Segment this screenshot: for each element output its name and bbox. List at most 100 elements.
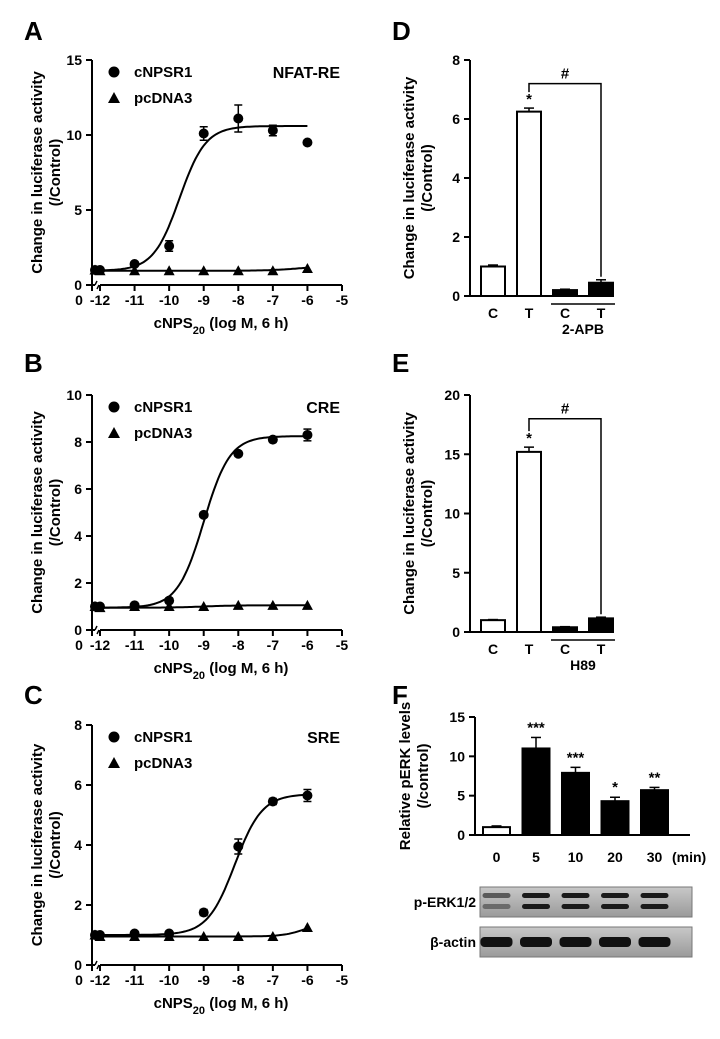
panel-c-y-tick-label: 8 (74, 717, 82, 733)
panel-a-point-pcdna3 (198, 265, 210, 276)
panel-d-y-tick-label: 2 (452, 229, 460, 245)
panel-f-blot-band (640, 893, 669, 898)
panel-b-x-tick-label: 0 (75, 637, 83, 653)
panel-c-point-pcdna3 (198, 931, 210, 941)
panel-c-x-axis-title: cNPS20 (log M, 6 h) (154, 995, 289, 1017)
panel-e-y-axis-title-line1: Change in luciferase activity (401, 412, 418, 615)
panel-c-point-cnpsr1 (233, 841, 244, 852)
panel-letter-a: A (24, 16, 43, 46)
panel-a-x-tick-label: -10 (159, 292, 179, 308)
panel-a-point-cnpsr1 (267, 125, 278, 136)
panel-f-blot-band (561, 904, 590, 909)
panel-a-fit-curve-cnpsr1 (100, 125, 308, 272)
panel-d-category-label: C (560, 305, 570, 321)
panel-e-comparison-bracket (528, 417, 602, 615)
panel-c-point-cnpsr1 (198, 907, 209, 918)
panel-f-y-axis-title-line2: (/control) (415, 744, 432, 809)
panel-b-point-cnpsr1 (233, 448, 244, 459)
panel-d-category-label: C (488, 305, 498, 321)
panel-b-y-tick-label: 2 (74, 575, 82, 591)
panel-c-point-pcdna3 (129, 931, 141, 941)
panel-f-blot-band (480, 937, 513, 947)
panel-e-bar (552, 626, 578, 634)
panel-b-point-pcdna3 (163, 601, 175, 611)
panel-d-group-label: 2-APB (562, 321, 604, 337)
panel-a-legend-label-pcdna3: pcDNA3 (134, 90, 192, 107)
panel-f-blot-band (522, 893, 550, 898)
panel-f-y-tick-label: 5 (457, 788, 465, 804)
panel-f-bar (482, 826, 511, 837)
panel-f-blot-band (520, 937, 552, 947)
panel-d-bar (480, 265, 506, 297)
panel-c-point-pcdna3 (301, 922, 313, 932)
panel-e-category-label: C (488, 641, 498, 657)
panel-a-legend-label-cnpsr1: cNPSR1 (134, 64, 192, 81)
panel-f-bar (561, 771, 590, 836)
panel-e-comparison-mark: # (561, 401, 570, 418)
panel-b-legend-marker-cnpsr1 (108, 401, 120, 413)
panel-a-x-tick-label: -7 (267, 292, 280, 308)
panel-e-group-label: H89 (570, 657, 596, 673)
panel-b-point-pcdna3 (129, 601, 141, 611)
panel-b-y-tick-label: 6 (74, 481, 82, 497)
panel-e-y-axis-title-line2: (/Control) (419, 480, 436, 547)
panel-f-bar (600, 800, 630, 837)
panel-c-legend-marker-pcdna3 (108, 757, 120, 768)
panel-e-y-tick-label: 15 (444, 446, 460, 462)
panel-d-y-tick-label: 8 (452, 52, 460, 68)
panel-a-point-pcdna3 (301, 263, 313, 273)
panel-c-axis-break-mark (94, 960, 98, 966)
panel-b-point-cnpsr1 (302, 429, 313, 440)
panel-a-x-tick-label: -8 (232, 292, 245, 308)
panel-b-x-tick-label: -11 (125, 637, 145, 653)
panel-f-blot-band (638, 937, 671, 947)
panel-f-category-label: 0 (493, 849, 501, 865)
panel-f-blot-band (559, 937, 592, 947)
panel-f-blot-strip (479, 886, 693, 918)
panel-e-y-tick-label: 20 (444, 387, 460, 403)
panel-a-point-cnpsr1 (302, 137, 313, 148)
panel-c-reporter-label: SRE (307, 730, 340, 747)
panel-a-point-cnpsr1 (233, 113, 244, 124)
panel-d-y-axis-title-line2: (/Control) (419, 144, 436, 211)
panel-a-x-axis-title: cNPS20 (log M, 6 h) (154, 315, 289, 337)
panel-a-dose-response-chart: 0 5 10 15 0 -12 -11 -10 -9 -8 -7 -6 -5 cNPS20 (log M,… (29, 52, 348, 337)
panel-c-point-pcdna3 (267, 931, 279, 941)
panel-a-reporter-label: NFAT-RE (273, 65, 341, 82)
panel-f-significance-mark: *** (567, 749, 585, 766)
panel-f-significance-mark: ** (649, 769, 661, 786)
panel-f-y-tick-label: 10 (449, 748, 465, 764)
panel-c-point-pcdna3 (163, 931, 175, 941)
panel-e-y-tick-label: 0 (452, 624, 460, 640)
panel-a-legend-marker-pcdna3 (108, 92, 120, 103)
panel-c-y-axis-title-line1: Change in luciferase activity (29, 743, 46, 946)
panel-letter-e: E (392, 348, 409, 378)
panel-a-x-tick-label: -5 (336, 292, 349, 308)
panel-f-blot-label: p-ERK1/2 (414, 894, 476, 910)
panel-d-significance-star: * (526, 91, 532, 108)
panel-d-category-label: T (597, 305, 606, 321)
panel-c-y-tick-label: 6 (74, 777, 82, 793)
panel-a-x-tick-label: -11 (125, 292, 145, 308)
panel-a-legend-marker-cnpsr1 (108, 66, 120, 78)
panel-b-point-cnpsr1 (164, 595, 175, 606)
panel-f-blot-band (601, 904, 629, 909)
panel-e-bar-chart: 0 5 10 15 20 Change in luciferase activity (/C… (401, 387, 615, 673)
panel-a-point-cnpsr1 (198, 128, 209, 139)
panel-a-point-pcdna3 (94, 265, 106, 276)
panel-e-bar (480, 619, 506, 634)
panel-b-y-tick-label: 8 (74, 434, 82, 450)
panel-d-bar (516, 110, 542, 297)
panel-e-y-tick-label: 10 (444, 506, 460, 522)
panel-b-y-tick-label: 10 (66, 387, 82, 403)
panel-a-y-axis-title-line1: Change in luciferase activity (29, 71, 46, 274)
panel-c-x-tick-label: -12 (90, 972, 110, 988)
panel-e-bar (516, 450, 542, 633)
panel-f-blot-label: β-actin (430, 934, 476, 950)
panel-b-reporter-label: CRE (306, 400, 340, 417)
panel-c-x-tick-label: -10 (159, 972, 179, 988)
panel-a-point-pcdna3 (129, 265, 141, 276)
panel-e-significance-star: * (526, 430, 532, 447)
